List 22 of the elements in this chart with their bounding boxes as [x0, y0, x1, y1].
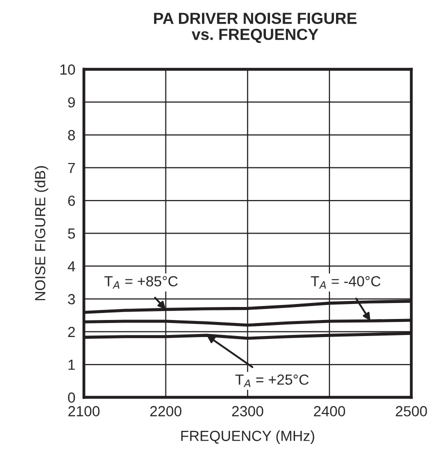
- y-tick-label: 8: [68, 130, 75, 140]
- annotation: T$_{A}$ = +85°C: [104, 276, 178, 289]
- annotation: T$_{A}$ = -40°C: [310, 276, 380, 289]
- x-tick-label: 2500: [396, 406, 427, 416]
- y-tick-label: 1: [68, 360, 75, 370]
- y-tick-label: 7: [68, 162, 75, 173]
- y-tick-label: 0: [68, 392, 75, 403]
- x-tick-label: 2300: [232, 406, 264, 416]
- y-tick-label: 6: [68, 196, 75, 206]
- y-tick-label: 10: [60, 64, 75, 75]
- y-tick-label: 5: [68, 228, 75, 239]
- x-tick-label: 2400: [314, 406, 346, 416]
- annotation: T$_{A}$ = +25°C: [235, 374, 309, 388]
- y-tick-label: 2: [68, 326, 75, 337]
- x-tick-label: 2100: [68, 406, 100, 416]
- y-tick-label: 3: [68, 294, 75, 304]
- chart-title: PA DRIVER NOISE FIGURE vs. FREQUENCY: [154, 12, 357, 44]
- x-tick-label: 2200: [150, 406, 182, 416]
- y-tick-label: 4: [68, 261, 76, 272]
- x-axis-title: FREQUENCY (MHz): [181, 430, 314, 444]
- y-axis-title: NOISE FIGURE (dB): [34, 166, 48, 300]
- y-tick-label: 9: [68, 97, 75, 108]
